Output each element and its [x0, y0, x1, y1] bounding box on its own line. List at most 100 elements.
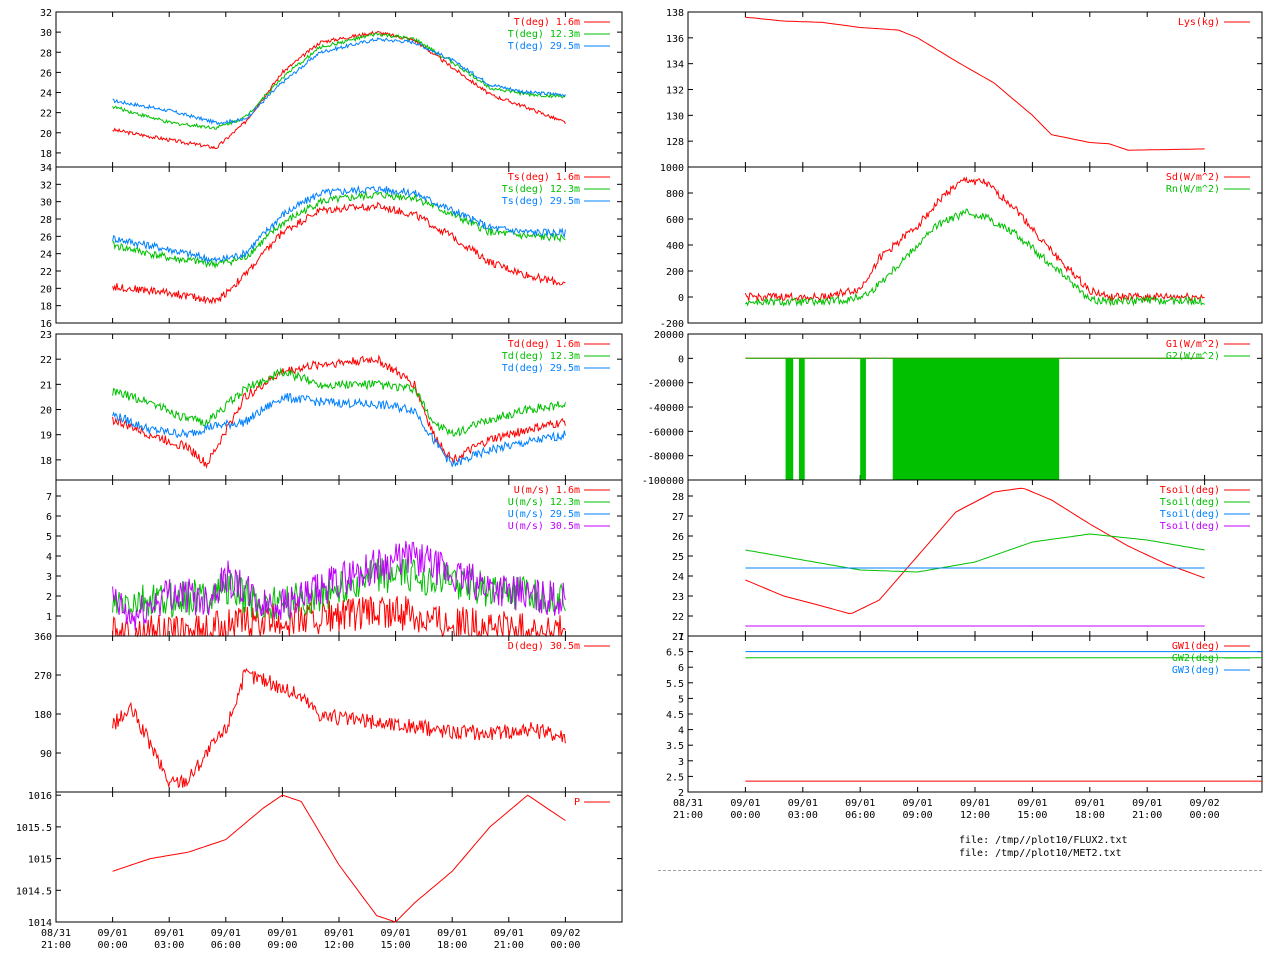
y-tick-label: 19 — [40, 431, 52, 442]
y-tick-label: 1000 — [660, 163, 684, 174]
x-tick-label-left: 09/01 — [324, 928, 354, 939]
y-tick-label: 5 — [678, 694, 684, 705]
x-tick-label-right: 21:00 — [673, 810, 703, 821]
legend-entry: D(deg) 30.5m — [508, 641, 580, 652]
legend-entry: GW2(deg) — [1172, 653, 1220, 664]
legend-entry: U(m/s) 30.5m — [508, 521, 580, 532]
file-label-flux: file: /tmp//plot10/FLUX2.txt — [959, 835, 1128, 846]
x-tick-label-right: 09/01 — [1132, 798, 1162, 809]
legend-entry: U(m/s) 1.6m — [514, 485, 580, 496]
series-line — [112, 392, 566, 468]
series-line — [112, 367, 566, 437]
y-tick-label: 1014 — [28, 918, 52, 929]
y-tick-label: 2.5 — [666, 772, 684, 783]
y-tick-label: 18 — [40, 302, 52, 313]
y-tick-label: 360 — [34, 632, 52, 643]
series-line — [744, 176, 1205, 303]
x-tick-label-left: 18:00 — [437, 940, 467, 951]
series-band — [860, 358, 866, 480]
y-tick-label: 400 — [666, 241, 684, 252]
plot-frame — [687, 11, 1263, 168]
y-tick-label: 1 — [46, 612, 52, 623]
legend-entry: Td(deg) 1.6m — [508, 339, 580, 350]
plot-frame — [55, 791, 623, 923]
series-line — [112, 32, 566, 130]
y-tick-label: 18 — [40, 456, 52, 467]
panel-Lys: 128 130 132 134 136 138 Lys(kg) — [666, 8, 1263, 168]
y-tick-label: 3.5 — [666, 741, 684, 752]
x-tick-label-right: 09/01 — [1075, 798, 1105, 809]
series-line — [112, 354, 566, 469]
panel-Sd: -200 0 200 400 600 800 1000 Sd(W/m^2)Rn(W/m^2) — [660, 163, 1263, 330]
y-tick-label: 90 — [40, 749, 52, 760]
legend-entry: GW3(deg) — [1172, 665, 1220, 676]
x-tick-label-right: 09/01 — [788, 798, 818, 809]
y-tick-label: -20000 — [648, 379, 684, 390]
y-tick-label: 32 — [40, 180, 52, 191]
y-tick-label: 30 — [40, 198, 52, 209]
x-tick-label-left: 00:00 — [550, 940, 580, 951]
y-tick-label: 134 — [666, 60, 684, 71]
y-tick-label: 270 — [34, 671, 52, 682]
y-tick-label: 24 — [40, 89, 52, 100]
x-tick-label-left: 09/01 — [98, 928, 128, 939]
y-tick-label: 20 — [40, 129, 52, 140]
y-tick-label: 20000 — [654, 330, 684, 341]
series-line — [112, 30, 566, 150]
y-tick-label: 6 — [46, 512, 52, 523]
y-tick-label: 6.5 — [666, 648, 684, 659]
plot-frame — [55, 635, 623, 793]
y-tick-label: 7 — [46, 492, 52, 503]
x-tick-label-right: 09/01 — [730, 798, 760, 809]
series-line — [112, 201, 566, 305]
panel-T: 18 20 22 24 26 28 30 32 T(deg) 1.6mT(deg) 12.3mT… — [40, 8, 623, 168]
y-tick-label: 2 — [678, 788, 684, 799]
y-tick-label: 16 — [40, 319, 52, 330]
legend-entry: Ts(deg) 1.6m — [508, 172, 580, 183]
y-tick-label: 21 — [672, 632, 684, 643]
x-tick-label-right: 12:00 — [960, 810, 990, 821]
y-tick-label: 128 — [666, 137, 684, 148]
legend-entry: P — [574, 797, 580, 808]
series-line — [112, 190, 566, 270]
x-tick-label-right: 21:00 — [1132, 810, 1162, 821]
x-tick-label-left: 00:00 — [98, 940, 128, 951]
series-line — [112, 794, 566, 923]
y-tick-label: 7 — [678, 632, 684, 643]
series-line — [744, 208, 1205, 307]
y-tick-label: 3 — [46, 572, 52, 583]
x-tick-label-right: 09/01 — [960, 798, 990, 809]
series-line — [112, 540, 566, 631]
x-tick-label-right: 09/01 — [1017, 798, 1047, 809]
y-tick-label: 1015.5 — [16, 823, 52, 834]
y-tick-label: 3 — [678, 757, 684, 768]
y-tick-label: 22 — [40, 267, 52, 278]
y-tick-label: 28 — [40, 215, 52, 226]
y-tick-label: 20 — [40, 406, 52, 417]
y-tick-label: 600 — [666, 215, 684, 226]
legend-entry: T(deg) 12.3m — [508, 29, 580, 40]
legend-entry: Tsoil(deg) — [1160, 497, 1220, 508]
x-tick-label-right: 06:00 — [845, 810, 875, 821]
legend-entry: Td(deg) 12.3m — [502, 351, 580, 362]
y-tick-label: 130 — [666, 111, 684, 122]
y-tick-label: 21 — [40, 380, 52, 391]
file-list: file: /tmp//plot10/FLUX2.txt file: /tmp/… — [959, 834, 1128, 860]
y-tick-label: 18 — [40, 149, 52, 160]
y-tick-label: 800 — [666, 189, 684, 200]
y-tick-label: -200 — [660, 319, 684, 330]
y-tick-label: 32 — [40, 8, 52, 19]
x-tick-label-right: 00:00 — [730, 810, 760, 821]
legend-entry: T(deg) 29.5m — [508, 41, 580, 52]
file-label-met: file: /tmp//plot10/MET2.txt — [959, 848, 1122, 859]
series-band — [785, 358, 794, 480]
y-tick-label: 1016 — [28, 791, 52, 802]
y-tick-label: -80000 — [648, 452, 684, 463]
x-tick-label-left: 21:00 — [494, 940, 524, 951]
x-tick-label-right: 09/02 — [1190, 798, 1220, 809]
y-tick-label: 30 — [40, 28, 52, 39]
y-tick-label: 23 — [672, 592, 684, 603]
